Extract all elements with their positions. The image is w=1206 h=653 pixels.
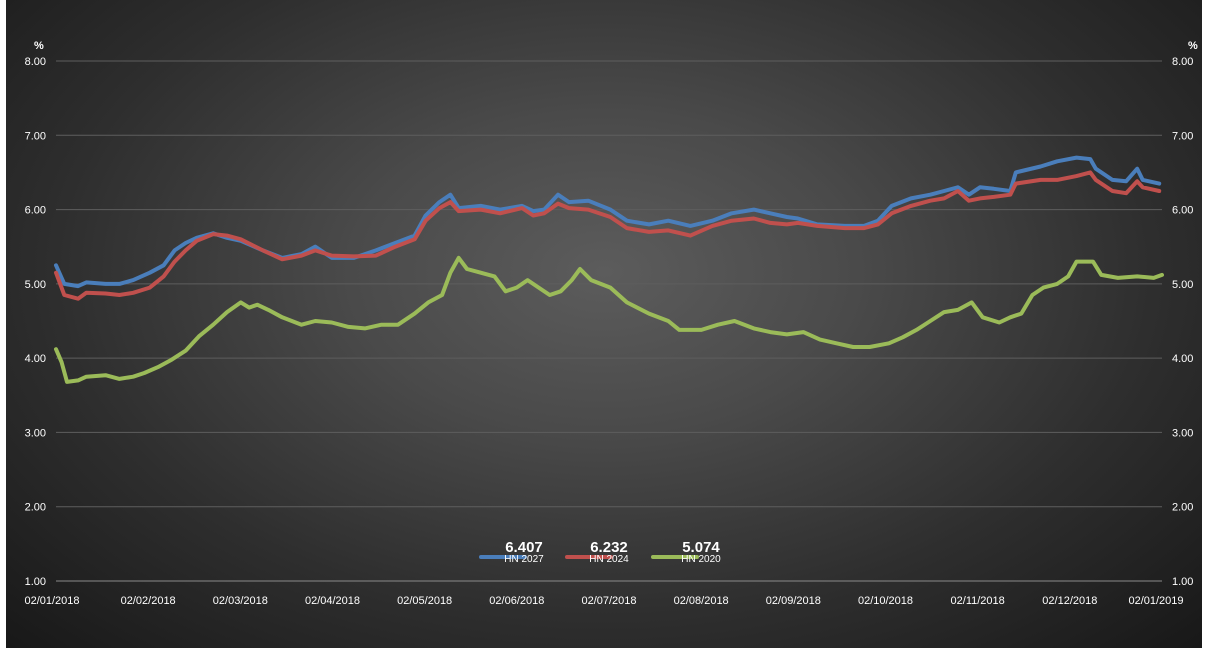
x-tick-label: 02/05/2018 — [397, 595, 452, 607]
y-tick-label-right: 1.00 — [1172, 576, 1193, 588]
x-tick-label: 02/11/2018 — [951, 595, 1005, 607]
x-tick-label: 02/10/2018 — [858, 595, 913, 607]
x-tick-label: 02/09/2018 — [766, 595, 821, 607]
legend-value: 6.407 — [505, 539, 543, 556]
y-tick-label-right: 8.00 — [1172, 56, 1193, 68]
y-tick-label-right: 4.00 — [1172, 353, 1193, 365]
legend-label: HN 2020 — [681, 554, 721, 565]
x-tick-label: 02/04/2018 — [305, 595, 360, 607]
y-tick-label-left: 4.00 — [25, 353, 46, 365]
legend-value: 5.074 — [682, 539, 720, 556]
x-tick-label: 02/08/2018 — [674, 595, 729, 607]
line-chart: % % 1.00 1.00 2.00 2.00 3.00 3.00 4.00 4.00 5.00… — [24, 40, 1198, 607]
series-line-hn-2024 — [54, 170, 1162, 301]
x-tick-label: 02/02/2018 — [121, 595, 176, 607]
y-tick-label-left: 3.00 — [25, 427, 46, 439]
legend-label: HN 2027 — [504, 554, 544, 565]
y-tick-label-right: 3.00 — [1172, 427, 1193, 439]
y-tick-label-right: 6.00 — [1172, 205, 1193, 217]
series-line-hn-2020 — [54, 255, 1164, 384]
right-axis-unit: % — [1188, 40, 1198, 52]
x-tick-label: 02/07/2018 — [581, 595, 636, 607]
y-tick-label-right: 7.00 — [1172, 130, 1193, 142]
series-line-hn-2027 — [54, 155, 1162, 289]
y-tick-label-right: 2.00 — [1172, 502, 1193, 514]
x-tick-label: 02/06/2018 — [489, 595, 544, 607]
left-axis-unit: % — [34, 40, 44, 52]
axes: % % 1.00 1.00 2.00 2.00 3.00 3.00 4.00 4.00 5.00… — [24, 40, 1198, 607]
series-lines — [54, 155, 1164, 384]
x-tick-label: 02/12/2018 — [1042, 595, 1097, 607]
legend-label: HN 2024 — [589, 554, 629, 565]
y-tick-label-left: 6.00 — [25, 205, 46, 217]
y-tick-label-left: 5.00 — [25, 279, 46, 291]
legend-value: 6.232 — [590, 539, 628, 556]
x-tick-label: 02/01/2019 — [1128, 595, 1183, 607]
x-tick-label: 02/01/2018 — [24, 595, 79, 607]
y-tick-label-left: 8.00 — [25, 56, 46, 68]
y-tick-label-right: 5.00 — [1172, 279, 1193, 291]
y-tick-label-left: 1.00 — [25, 576, 46, 588]
y-tick-label-left: 2.00 — [25, 502, 46, 514]
x-tick-label: 02/03/2018 — [213, 595, 268, 607]
y-tick-label-left: 7.00 — [25, 130, 46, 142]
chart-panel: % % 1.00 1.00 2.00 2.00 3.00 3.00 4.00 4.00 5.00… — [6, 0, 1202, 648]
